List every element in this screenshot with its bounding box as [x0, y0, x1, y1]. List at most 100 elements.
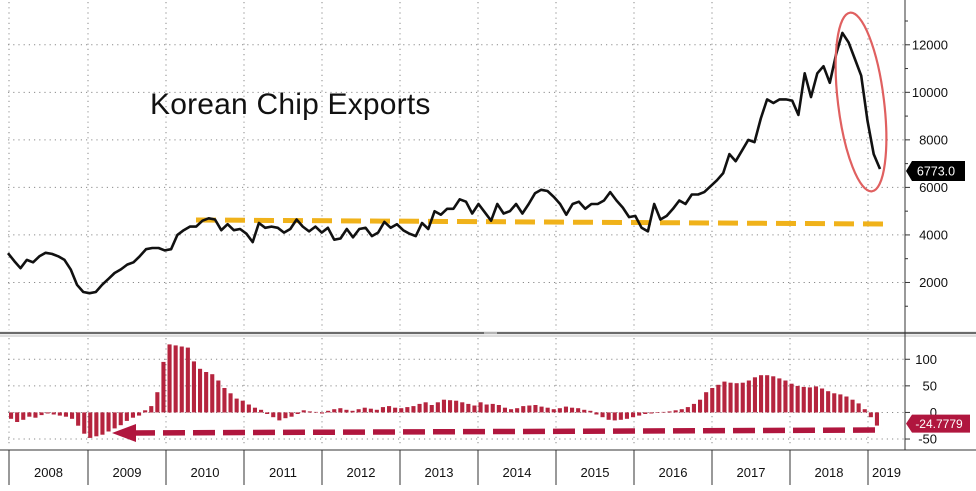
yoy-bar [15, 412, 20, 422]
yoy-bar [551, 409, 556, 413]
yoy-bar [563, 406, 568, 413]
x-tick-label-2010: 2010 [191, 465, 220, 480]
yoy-bar [539, 406, 544, 413]
yoy-bar [685, 407, 690, 413]
upper-y-tick-label: 6000 [919, 180, 948, 195]
yoy-bar [399, 408, 404, 413]
yoy-bar [844, 396, 849, 413]
yoy-bar [39, 412, 44, 416]
decline-arrow-head [112, 424, 136, 442]
upper-y-tick-label: 12000 [912, 37, 948, 52]
yoy-bar [655, 412, 660, 413]
yoy-bar [484, 404, 489, 413]
decline-arrow-layer [112, 424, 884, 442]
yoy-bar [429, 405, 434, 413]
yoy-bar [515, 408, 520, 413]
yoy-bar [417, 403, 422, 413]
yoy-bar [350, 410, 355, 413]
upper-y-axis: 2000 4000 6000 8000 10000 12000 6773.0 [905, 20, 965, 307]
yoy-bar [76, 412, 81, 426]
yoy-bar [356, 409, 361, 413]
yoy-bar [313, 411, 318, 413]
yoy-bar [112, 412, 117, 429]
yoy-bar [167, 344, 172, 413]
lower-y-axis: -50 0 50 100 -24.7779 [905, 352, 970, 447]
yoy-bar [777, 378, 782, 413]
yoy-bar [185, 347, 190, 413]
yoy-bar [332, 409, 337, 413]
yoy-bar [179, 346, 184, 413]
x-tick-label-2016: 2016 [659, 465, 688, 480]
yoy-bar [63, 412, 68, 417]
upper-y-tick-label: 8000 [919, 132, 948, 147]
yoy-bar [661, 411, 666, 413]
yoy-bar [557, 408, 562, 413]
x-tick-label-2018: 2018 [815, 465, 844, 480]
yoy-bar [271, 412, 276, 418]
yoy-bar [789, 383, 794, 413]
yoy-bar [795, 385, 800, 413]
yoy-bar [545, 407, 550, 413]
yoy-bar [9, 412, 14, 419]
x-tick-label-2015: 2015 [581, 465, 610, 480]
upper-panel-grid [8, 2, 905, 330]
yoy-bar [198, 368, 203, 413]
yoy-bar [33, 412, 38, 418]
yoy-bar [582, 409, 587, 413]
yoy-bar [502, 407, 507, 413]
yoy-bar [643, 412, 648, 414]
yoy-bar [691, 403, 696, 413]
peak-highlight-layer [834, 11, 888, 193]
yoy-bar [283, 412, 288, 419]
yoy-bar [612, 412, 617, 421]
yoy-bar [466, 403, 471, 413]
yoy-bar [478, 402, 483, 413]
yoy-bar [826, 391, 831, 413]
yoy-bar [161, 361, 166, 413]
yoy-bar [868, 412, 873, 418]
yoy-bar [155, 392, 160, 413]
yoy-bar [740, 382, 745, 413]
yoy-bar [448, 400, 453, 413]
yoy-bar [527, 405, 532, 413]
yoy-bar [606, 412, 611, 420]
yoy-bar [362, 407, 367, 413]
yoy-bar [838, 394, 843, 413]
yoy-bar [624, 412, 629, 419]
decline-arrow-shaft [132, 427, 884, 436]
yoy-bar [618, 412, 623, 420]
yoy-bar [387, 406, 392, 413]
yoy-bar [862, 409, 867, 413]
yoy-bar [234, 398, 239, 413]
yoy-bar [137, 412, 142, 416]
lower-y-tick-label: 50 [923, 378, 937, 393]
lower-last-value-label: -24.7779 [915, 417, 963, 431]
yoy-bar [222, 388, 227, 413]
yoy-bar [393, 407, 398, 413]
yoy-bar [874, 412, 879, 426]
yoy-bar [277, 412, 282, 421]
lower-last-value-badge [906, 414, 970, 433]
lower-y-tick-label: 100 [915, 352, 937, 367]
yoy-bars-layer [9, 344, 879, 438]
yoy-bar [411, 406, 416, 413]
yoy-bar [246, 404, 251, 413]
yoy-bar [307, 411, 312, 413]
yoy-bar [509, 409, 514, 413]
yoy-bar [130, 412, 135, 418]
yoy-bar [320, 412, 325, 414]
yoy-bar [435, 402, 440, 413]
x-tick-label-2011: 2011 [269, 465, 297, 480]
upper-y-tick-label: 4000 [919, 227, 948, 242]
peak-highlight-ellipse [834, 11, 888, 193]
yoy-bar [673, 410, 678, 413]
yoy-bar [57, 412, 62, 416]
yoy-bar [710, 388, 715, 413]
yoy-bar [533, 405, 538, 413]
yoy-bar [783, 380, 788, 413]
lower-y-tick-label: 0 [930, 405, 937, 420]
yoy-bar [88, 412, 93, 438]
yoy-bar [698, 399, 703, 413]
yoy-bar [338, 408, 343, 413]
